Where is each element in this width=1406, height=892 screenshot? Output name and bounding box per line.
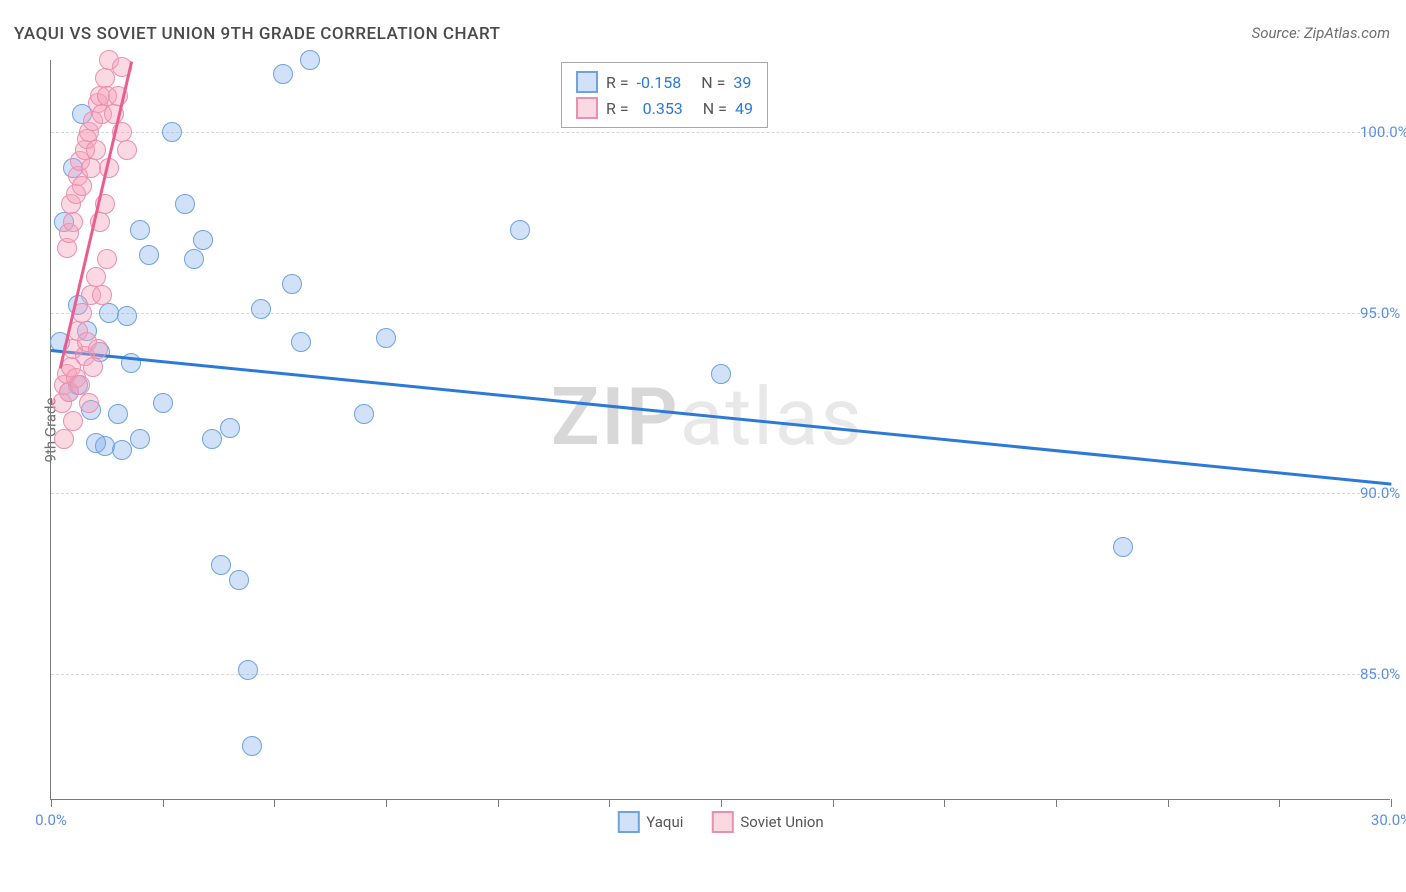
y-tick-label: 90.0% <box>1360 484 1406 502</box>
x-tick <box>1168 799 1169 807</box>
scatter-point <box>242 736 262 756</box>
plot-area: ZIPatlas R = -0.158 N = 39 R = 0.353 N =… <box>50 60 1390 800</box>
legend-swatch-soviet <box>576 97 598 119</box>
scatter-point <box>184 249 204 269</box>
scatter-point <box>70 375 90 395</box>
stats-row-yaqui: R = -0.158 N = 39 <box>576 69 753 95</box>
n-value-yaqui: 39 <box>733 73 751 92</box>
scatter-point <box>300 50 320 70</box>
x-tick <box>386 799 387 807</box>
scatter-point <box>229 570 249 590</box>
grid-line <box>51 132 1390 133</box>
scatter-point <box>72 176 92 196</box>
scatter-point <box>117 140 137 160</box>
legend-item-yaqui: Yaqui <box>617 811 683 833</box>
scatter-point <box>220 418 240 438</box>
x-tick-label: 0.0% <box>35 811 67 829</box>
legend-swatch-yaqui-2 <box>617 811 639 833</box>
scatter-point <box>510 220 530 240</box>
scatter-point <box>86 140 106 160</box>
x-tick <box>833 799 834 807</box>
y-tick-label: 100.0% <box>1360 123 1406 141</box>
grid-line <box>51 493 1390 494</box>
scatter-point <box>130 220 150 240</box>
scatter-point <box>95 436 115 456</box>
scatter-point <box>117 306 137 326</box>
x-tick <box>274 799 275 807</box>
correlation-chart: YAQUI VS SOVIET UNION 9TH GRADE CORRELAT… <box>0 0 1406 892</box>
scatter-point <box>63 411 83 431</box>
scatter-point <box>86 267 106 287</box>
legend-swatch-yaqui <box>576 71 598 93</box>
scatter-point <box>99 303 119 323</box>
scatter-point <box>92 285 112 305</box>
legend-swatch-soviet-2 <box>711 811 733 833</box>
legend-item-soviet: Soviet Union <box>711 811 823 833</box>
x-tick <box>498 799 499 807</box>
scatter-point <box>354 404 374 424</box>
x-tick-label: 30.0% <box>1371 811 1406 829</box>
scatter-point <box>211 555 231 575</box>
y-tick-label: 85.0% <box>1360 665 1406 683</box>
r-value-yaqui: -0.158 <box>637 73 682 92</box>
scatter-point <box>376 328 396 348</box>
scatter-point <box>97 249 117 269</box>
scatter-point <box>83 357 103 377</box>
scatter-point <box>282 274 302 294</box>
x-tick <box>51 799 52 807</box>
x-tick <box>1279 799 1280 807</box>
scatter-point <box>54 429 74 449</box>
scatter-point <box>291 332 311 352</box>
scatter-point <box>95 68 115 88</box>
x-tick <box>944 799 945 807</box>
n-value-soviet: 49 <box>735 99 753 118</box>
scatter-point <box>153 393 173 413</box>
scatter-point <box>162 122 182 142</box>
source-label: Source: ZipAtlas.com <box>1252 24 1390 42</box>
x-tick <box>721 799 722 807</box>
r-value-soviet: 0.353 <box>643 99 683 118</box>
x-tick <box>1391 799 1392 807</box>
scatter-point <box>112 440 132 460</box>
y-tick-label: 95.0% <box>1360 304 1406 322</box>
scatter-point <box>273 64 293 84</box>
scatter-point <box>251 299 271 319</box>
scatter-point <box>175 194 195 214</box>
scatter-point <box>108 404 128 424</box>
scatter-point <box>202 429 222 449</box>
series-legend: Yaqui Soviet Union <box>617 811 823 833</box>
scatter-point <box>193 230 213 250</box>
scatter-point <box>63 212 83 232</box>
scatter-point <box>79 393 99 413</box>
x-tick <box>163 799 164 807</box>
scatter-point <box>139 245 159 265</box>
scatter-point <box>711 364 731 384</box>
chart-title: YAQUI VS SOVIET UNION 9TH GRADE CORRELAT… <box>14 24 500 44</box>
x-tick <box>1056 799 1057 807</box>
stats-legend: R = -0.158 N = 39 R = 0.353 N = 49 <box>561 62 768 128</box>
x-tick <box>609 799 610 807</box>
stats-row-soviet: R = 0.353 N = 49 <box>576 95 753 121</box>
scatter-point <box>1113 537 1133 557</box>
scatter-point <box>130 429 150 449</box>
scatter-point <box>88 339 108 359</box>
scatter-point <box>238 660 258 680</box>
